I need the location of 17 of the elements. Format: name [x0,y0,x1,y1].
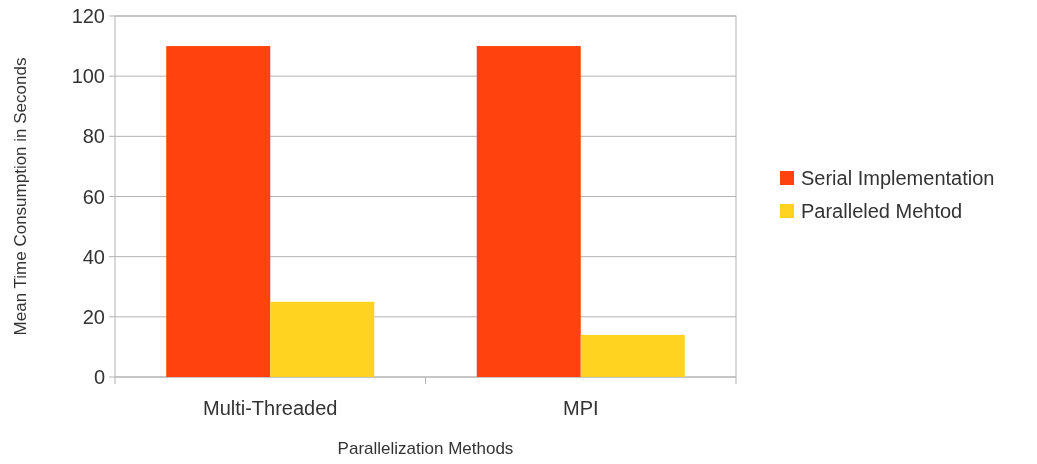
bar [166,46,271,377]
x-tick-label: MPI [562,397,599,419]
bar [476,46,581,377]
y-tick-label: 40 [82,245,105,268]
y-tick-label: 120 [71,5,105,27]
x-axis-title: Parallelization Methods [337,439,514,458]
x-tick-label: Multi-Threaded [202,397,338,419]
y-tick-label: 60 [82,185,105,208]
y-axis-title: Mean Time Consumption in Seconds [11,57,30,336]
y-tick-label: 80 [82,125,105,148]
legend-label: Paralleled Mehtod [801,200,963,222]
bar [580,334,685,377]
y-tick-label: 0 [93,366,105,388]
legend-label: Serial Implementation [801,167,995,189]
y-tick-label: 100 [71,65,105,88]
y-tick-label: 20 [82,305,105,328]
bar [270,301,375,377]
